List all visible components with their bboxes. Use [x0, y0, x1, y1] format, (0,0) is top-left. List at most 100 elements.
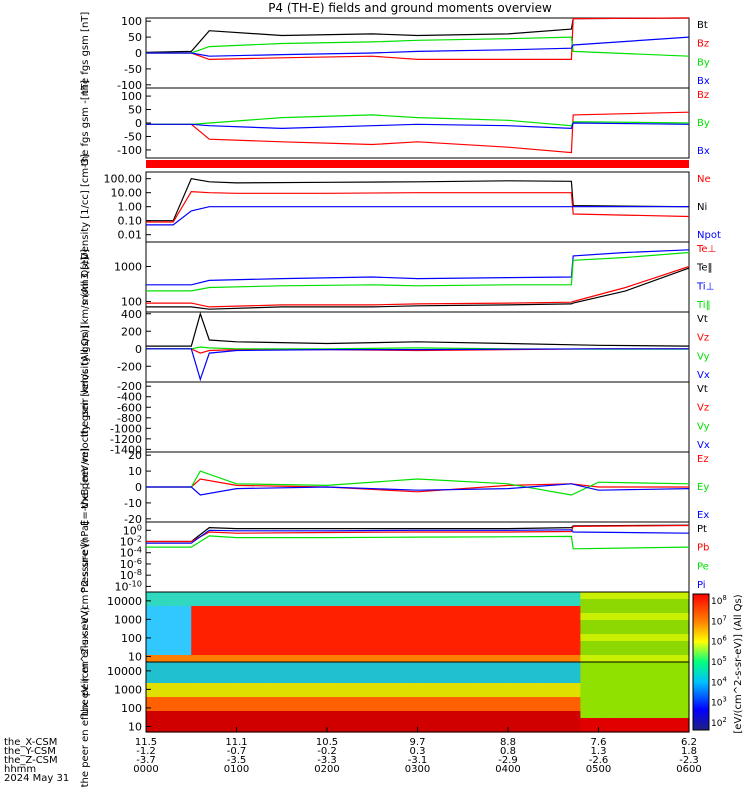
heatmap-cell	[408, 725, 419, 733]
heatmap-cell	[462, 641, 473, 649]
heatmap-cell	[544, 599, 554, 607]
heatmap-cell	[435, 634, 446, 642]
heatmap-cell	[308, 690, 319, 698]
heatmap-cell	[426, 704, 437, 712]
y-tick-label: -1400	[110, 443, 142, 456]
heatmap-cell	[616, 711, 627, 719]
heatmap-cell	[607, 704, 618, 712]
heatmap-cell	[480, 704, 491, 712]
heatmap-cell	[173, 718, 183, 726]
heatmap-cell	[164, 697, 174, 705]
heatmap-cell	[191, 620, 201, 628]
heatmap-cell	[417, 599, 428, 607]
heatmap-cell	[498, 711, 509, 719]
heatmap-cell	[200, 718, 210, 726]
heatmap-cell	[535, 718, 545, 726]
heatmap-cell	[218, 620, 229, 628]
heatmap-cell	[571, 655, 581, 663]
panel-4: 1000 100 mom3 [eV] Te⊥ Te‖ Ti⊥ Ti‖	[80, 241, 716, 313]
heatmap-cell	[616, 606, 627, 614]
heatmap-cell	[209, 613, 219, 621]
heatmap-cell	[670, 690, 681, 698]
heatmap-cell	[625, 648, 636, 656]
heatmap-cell	[679, 683, 690, 691]
heatmap-cell	[435, 627, 446, 635]
heatmap-cell	[661, 655, 672, 663]
heatmap-cell	[661, 676, 672, 684]
heatmap-cell	[598, 697, 609, 705]
legend-entry: Vy	[697, 351, 710, 362]
heatmap-cell	[661, 627, 672, 635]
colorbar-tick-label: 108	[711, 594, 727, 607]
heatmap-cell	[173, 697, 183, 705]
heatmap-cell	[444, 606, 455, 614]
heatmap-cell	[634, 711, 645, 719]
heatmap-cell	[336, 620, 346, 628]
heatmap-cell	[526, 711, 536, 719]
heatmap-cell	[308, 669, 319, 677]
heatmap-cell	[173, 627, 183, 635]
heatmap-cell	[679, 669, 690, 677]
y-tick-label: 100	[121, 295, 142, 308]
heatmap-cell	[453, 606, 464, 614]
heatmap-cell	[435, 669, 446, 677]
heatmap-cell	[480, 592, 491, 600]
heatmap-cell	[480, 690, 491, 698]
heatmap-cell	[236, 599, 247, 607]
heatmap-cell	[354, 655, 364, 663]
heatmap-cell	[517, 662, 527, 670]
heatmap-cell	[417, 662, 428, 670]
heatmap-cell	[245, 599, 256, 607]
heatmap-cell	[571, 669, 581, 677]
heatmap-cell	[498, 697, 509, 705]
heatmap-cell	[417, 718, 428, 726]
heatmap-cell	[336, 676, 346, 684]
series-line	[146, 470, 690, 496]
heatmap-cell	[272, 634, 283, 642]
y-tick-label: 10-2	[120, 534, 142, 549]
heatmap-cell	[508, 697, 518, 705]
heatmap-cell	[399, 697, 410, 705]
heatmap-cell	[634, 606, 645, 614]
legend-entry: Bz	[697, 90, 709, 101]
ephem-hhmm: 0100	[224, 764, 249, 775]
heatmap-cell	[489, 599, 500, 607]
heatmap-cell	[191, 704, 201, 712]
heatmap-cell	[562, 669, 572, 677]
heatmap-cell	[562, 620, 572, 628]
y-tick-label: -100	[117, 79, 142, 92]
heatmap-cell	[526, 634, 536, 642]
heatmap-cell	[317, 690, 328, 698]
heatmap-cell	[281, 704, 292, 712]
heatmap-cell	[390, 592, 400, 600]
heatmap-cell	[227, 669, 238, 677]
heatmap-cell	[417, 606, 428, 614]
heatmap-cell	[390, 634, 400, 642]
heatmap-cell	[480, 627, 491, 635]
heatmap-cell	[290, 599, 301, 607]
heatmap-cell	[535, 627, 545, 635]
series-line	[146, 17, 690, 61]
heatmap-cell	[580, 669, 591, 677]
heatmap-cell	[634, 676, 645, 684]
heatmap-cell	[200, 606, 210, 614]
heatmap-cell	[327, 683, 337, 691]
heatmap-cell	[254, 627, 265, 635]
y-tick-label: 10000	[107, 665, 142, 678]
heatmap-cell	[281, 613, 292, 621]
heatmap-cell	[372, 662, 382, 670]
heatmap-cell	[182, 697, 192, 705]
heatmap-cell	[562, 662, 572, 670]
y-axis-label: the fgs gsm -[nT]	[80, 80, 91, 166]
heatmap-cell	[679, 690, 690, 698]
y-axis-label: the fgs gsm [nT]	[80, 12, 91, 95]
heatmap-cell	[526, 648, 536, 656]
heatmap-cell	[327, 613, 337, 621]
heatmap-cell	[354, 648, 364, 656]
heatmap-cell	[336, 683, 346, 691]
heatmap-cell	[607, 662, 618, 670]
heatmap-cell	[670, 606, 681, 614]
heatmap-cell	[426, 592, 437, 600]
